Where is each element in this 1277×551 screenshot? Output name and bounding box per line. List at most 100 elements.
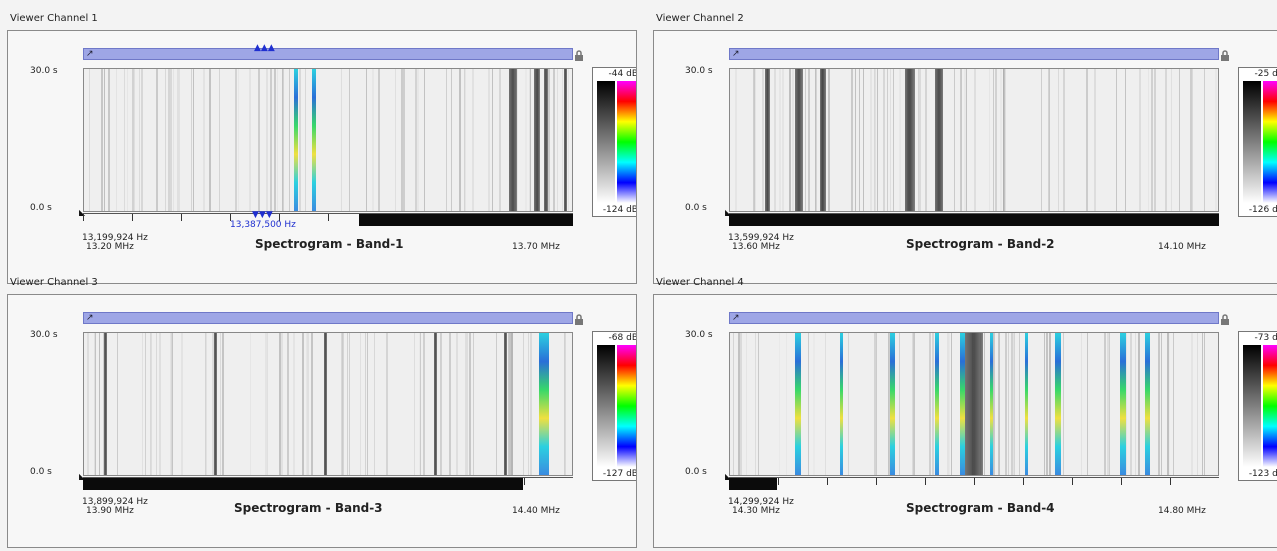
- axis-tick: [181, 214, 182, 221]
- spectrogram-line: [888, 333, 890, 475]
- spectrogram-line: [779, 69, 781, 211]
- spectrogram-plot[interactable]: [729, 68, 1219, 212]
- axis-tick: [925, 478, 926, 485]
- spectrogram-plot[interactable]: [83, 68, 573, 212]
- spectrogram-line: [235, 69, 237, 211]
- spectrogram-line: [1130, 333, 1132, 475]
- spectrogram-line: [1013, 333, 1015, 475]
- spectrogram-line: [459, 69, 461, 211]
- color-legend: -68 dB -127 dB: [592, 331, 636, 481]
- strong-signal-band: [324, 333, 327, 475]
- spectrogram-line: [758, 333, 759, 475]
- lock-icon[interactable]: [1219, 47, 1231, 61]
- spectrogram-line: [306, 333, 307, 475]
- spectrogram-line: [912, 333, 913, 475]
- cursor-bar[interactable]: ↗: [83, 48, 573, 60]
- spectrogram-line: [1215, 69, 1217, 211]
- spectrogram-line: [466, 333, 468, 475]
- colored-signal-line: [935, 333, 939, 475]
- spectrogram-line: [420, 333, 421, 475]
- y-axis-bottom-label: 0.0 s: [685, 467, 707, 477]
- spectrogram-line: [341, 69, 342, 211]
- spectrogram-line: [424, 69, 425, 211]
- cursor-bar[interactable]: ↗: [729, 312, 1219, 324]
- spectrogram-line: [1190, 69, 1192, 211]
- panel-title: Viewer Channel 3: [10, 277, 98, 288]
- spectrogram-line: [779, 333, 780, 475]
- spectrogram-line: [828, 69, 830, 211]
- colored-signal-line: [312, 69, 316, 211]
- axis-tick: [778, 478, 779, 485]
- viewer-channel-2: Viewer Channel 2 ↗ 30.0 s 0.0 s -25 dB -…: [646, 8, 1277, 284]
- band-title: Spectrogram - Band-1: [255, 237, 404, 251]
- spectrogram-line: [191, 69, 192, 211]
- spectrogram-line: [564, 333, 565, 475]
- frequency-axis: [83, 477, 573, 491]
- spectrogram-line: [877, 69, 878, 211]
- legend-min: -126 dB: [1248, 205, 1277, 215]
- spectrogram-line: [87, 333, 89, 475]
- spectrogram-line: [249, 69, 251, 211]
- cursor-bar[interactable]: ↗: [83, 312, 573, 324]
- spectrogram-line: [825, 333, 826, 475]
- spectrogram-line: [414, 333, 415, 475]
- spectrogram-line: [170, 69, 172, 211]
- spectrogram-line: [258, 69, 260, 211]
- viewer-channel-4: Viewer Channel 4 ↗ 30.0 s 0.0 s -73 dB -…: [646, 272, 1277, 548]
- frequency-marker-icon[interactable]: ▼▼▼: [252, 210, 273, 220]
- spectrogram-line: [568, 69, 569, 211]
- spectrogram-line: [1197, 333, 1198, 475]
- spectrogram-line: [281, 333, 283, 475]
- spectrogram-line: [949, 333, 950, 475]
- viewer-channel-3: Viewer Channel 3 ↗ 30.0 s 0.0 s -68 dB -…: [0, 272, 637, 548]
- lock-icon[interactable]: [1219, 311, 1231, 325]
- spectrogram-line: [360, 333, 361, 475]
- spectrogram-line: [874, 69, 875, 211]
- spectrogram-line: [782, 69, 784, 211]
- axis-tick: [230, 214, 231, 221]
- axis-activity-bar: [359, 214, 573, 226]
- start-frequency-hz: 13,199,924 Hz: [82, 233, 148, 243]
- spectrogram-line: [1204, 333, 1205, 475]
- y-axis-bottom-label: 0.0 s: [30, 467, 52, 477]
- spectrogram-line: [876, 333, 877, 475]
- strong-signal-band: [795, 69, 803, 211]
- spectrogram-line: [863, 69, 864, 211]
- spectrogram-line: [156, 333, 157, 475]
- spectrogram-line: [893, 69, 894, 211]
- spectrogram-line: [342, 333, 344, 475]
- lock-icon[interactable]: [573, 47, 585, 61]
- spectrogram-line: [89, 69, 90, 211]
- spectrogram-line: [142, 333, 143, 475]
- legend-gray-scale: [1243, 81, 1261, 203]
- spectrogram-line: [181, 333, 183, 475]
- frequency-axis: [83, 213, 573, 227]
- spectrogram-line: [1202, 333, 1203, 475]
- spectrogram-line: [132, 69, 134, 211]
- spectrogram-line: [1003, 69, 1005, 211]
- colored-signal-line: [990, 333, 993, 475]
- spectrogram-line: [305, 69, 306, 211]
- spectrogram-line: [299, 69, 301, 211]
- spectrogram-line: [754, 69, 756, 211]
- spectrogram-line: [386, 333, 388, 475]
- cursor-bar[interactable]: ↗: [729, 48, 1219, 60]
- spectrogram-plot[interactable]: [83, 332, 573, 476]
- spectrogram-line: [99, 333, 100, 475]
- legend-min: -124 dB: [602, 205, 637, 215]
- y-axis-top-label: 30.0 s: [30, 66, 58, 76]
- frequency-marker-icon[interactable]: ▲▲▲: [254, 43, 275, 53]
- spectrogram-line: [735, 69, 737, 211]
- strong-signal-band: [544, 69, 548, 211]
- y-axis-bottom-label: 0.0 s: [685, 203, 707, 213]
- colored-signal-line: [960, 333, 965, 475]
- lock-icon[interactable]: [573, 311, 585, 325]
- spectrogram-line: [209, 69, 211, 211]
- strong-signal-band: [965, 333, 983, 475]
- spectrogram-line: [440, 333, 442, 475]
- spectrogram-plot[interactable]: [729, 332, 1219, 476]
- spectrogram-line: [469, 333, 471, 475]
- spectrogram-line: [932, 333, 934, 475]
- spectrogram-line: [1104, 333, 1106, 475]
- axis-tick: [1121, 478, 1122, 485]
